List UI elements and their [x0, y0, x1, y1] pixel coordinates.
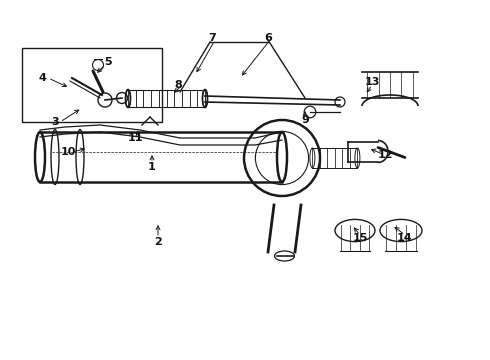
Text: 13: 13 [364, 77, 380, 87]
Text: 14: 14 [397, 233, 413, 243]
Text: 5: 5 [104, 57, 112, 67]
Text: 6: 6 [264, 33, 272, 43]
Text: 12: 12 [377, 150, 393, 160]
Text: 15: 15 [352, 233, 368, 243]
Text: 10: 10 [60, 147, 75, 157]
Text: 11: 11 [127, 133, 143, 143]
Text: 3: 3 [51, 117, 59, 127]
Text: 8: 8 [174, 80, 182, 90]
Text: 1: 1 [148, 162, 156, 172]
Text: 2: 2 [154, 237, 162, 247]
Text: 7: 7 [208, 33, 216, 43]
Bar [22, 48, 162, 122]
Text: 9: 9 [301, 115, 309, 125]
Text: 4: 4 [38, 73, 46, 83]
